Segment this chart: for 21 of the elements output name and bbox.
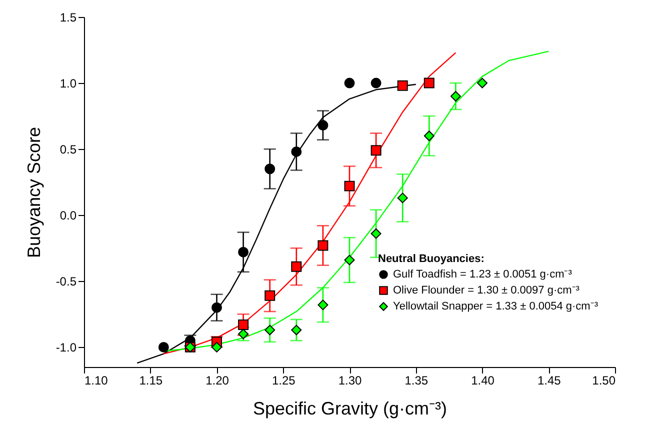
x-tick-label: 1.45 (537, 374, 562, 388)
legend-label: Olive Flounder = 1.30 ± 0.0097 g·cm⁻³ (393, 284, 580, 296)
x-tick-label: 1.10 (84, 374, 108, 388)
x-tick-label: 1.30 (338, 374, 362, 388)
x-tick-label: 1.15 (139, 374, 163, 388)
y-tick-label: 0.0 (60, 208, 77, 223)
x-tick-label: 1.20 (206, 374, 230, 388)
legend-label: Yellowtail Snapper = 1.33 ± 0.0054 g·cm⁻³ (393, 300, 598, 312)
legend-label: Gulf Toadfish = 1.23 ± 0.0051 g·cm⁻³ (393, 268, 572, 280)
y-tick-label: -1.0 (56, 340, 77, 355)
y-tick-label: -0.5 (56, 274, 77, 289)
legend-title: Neutral Buoyancies: (378, 253, 484, 265)
x-tick-label: 1.50 (592, 374, 616, 388)
x-tick-label: 1.25 (272, 374, 296, 388)
x-tick-label: 1.40 (471, 374, 495, 388)
y-tick-label: 1.0 (60, 76, 77, 91)
x-tick-label: 1.35 (404, 374, 428, 388)
y-tick-label: 1.5 (60, 10, 77, 24)
y-tick-label: 0.5 (60, 142, 77, 157)
x-axis-title: Specific Gravity (g·cm⁻³) (252, 398, 448, 418)
y-axis-title: Buoyancy Score (24, 126, 44, 258)
